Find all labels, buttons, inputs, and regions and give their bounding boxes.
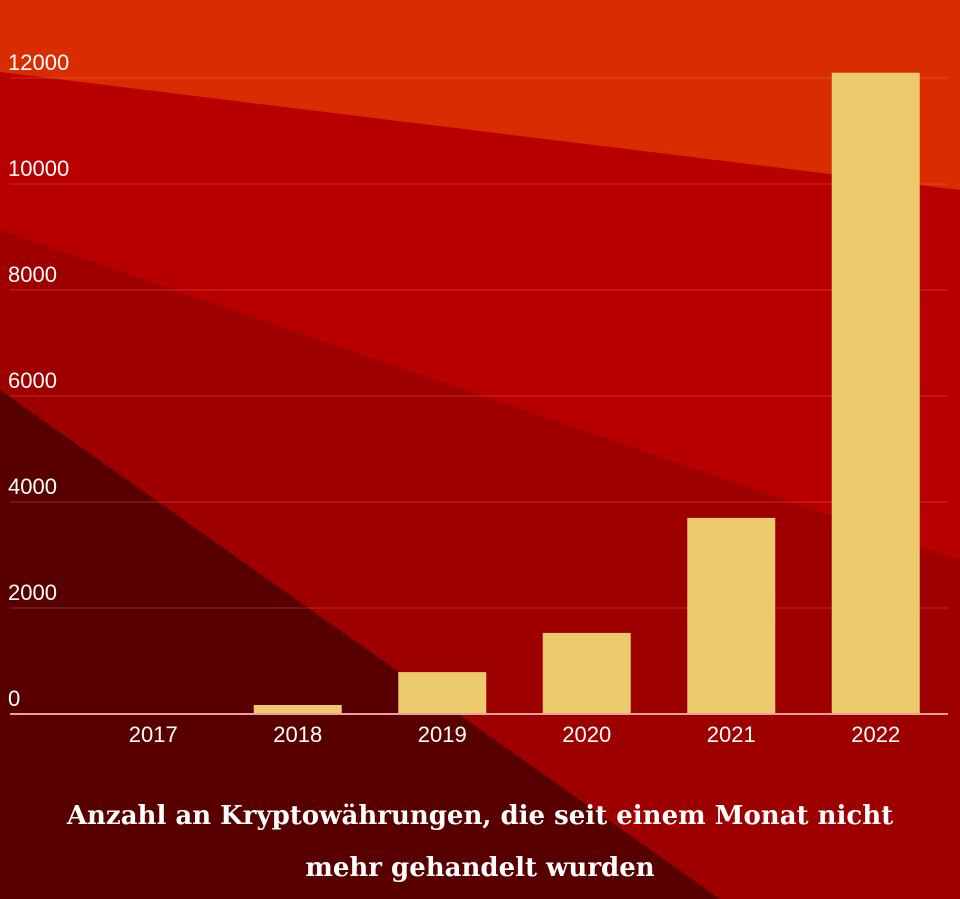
x-tick-label: 2018 [273,722,322,747]
y-tick-label: 0 [8,686,20,711]
x-tick-label: 2017 [129,722,178,747]
bar-2021 [687,517,776,714]
y-tick-label: 6000 [8,368,57,393]
y-tick-label: 10000 [8,156,69,181]
x-tick-label: 2020 [562,722,611,747]
chart-title-line-2: mehr gehandelt wurden [305,853,655,883]
y-tick-label: 4000 [8,474,57,499]
bar-2022 [831,72,920,714]
chart-title-line-1: Anzahl an Kryptowährungen, die seit eine… [66,801,894,831]
x-tick-label: 2022 [851,722,900,747]
bar-2019 [398,672,487,714]
x-tick-label: 2021 [707,722,756,747]
x-tick-label: 2019 [418,722,467,747]
y-tick-label: 8000 [8,262,57,287]
bar-2020 [542,632,631,714]
bar-2018 [253,704,342,714]
y-tick-label: 2000 [8,580,57,605]
y-tick-label: 12000 [8,50,69,75]
chart-title: Anzahl an Kryptowährungen, die seit eine… [0,790,960,894]
